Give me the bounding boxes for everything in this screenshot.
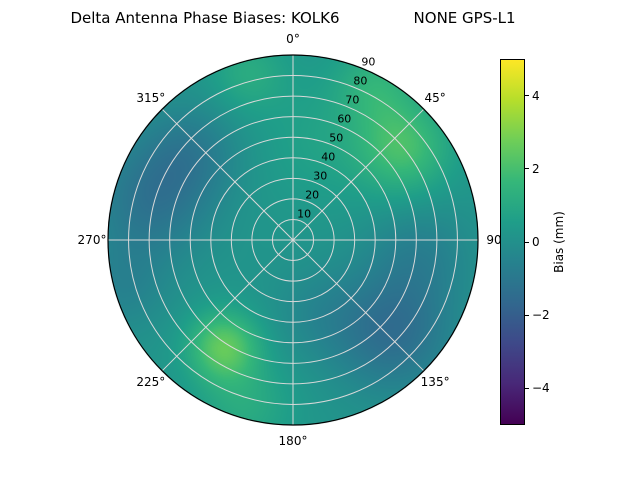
colorbar-axis-label: Bias (mm)	[552, 211, 566, 273]
polar-heatmap	[108, 55, 478, 425]
chart-title-left: Delta Antenna Phase Biases: KOLK6	[70, 9, 340, 27]
colorbar-tick	[525, 241, 529, 243]
azimuth-tick-label: 0°	[286, 32, 300, 46]
colorbar	[500, 59, 525, 425]
colorbar-tick-label: 4	[532, 88, 540, 103]
chart-title-right: NONE GPS-L1	[413, 9, 516, 27]
colorbar-tick	[525, 168, 529, 170]
colorbar-tick	[525, 95, 529, 97]
colorbar-tick-label: 2	[532, 161, 540, 176]
colorbar-tick-label: 0	[532, 235, 540, 249]
chart-title: Delta Antenna Phase Biases: KOLK6 NONE G…	[70, 9, 515, 27]
colorbar-tick	[525, 314, 529, 316]
colorbar-gradient	[501, 60, 524, 424]
colorbar-tick-label: −4	[532, 381, 550, 396]
azimuth-tick-label: 270°	[77, 233, 107, 247]
azimuth-tick-label: 180°	[278, 434, 308, 448]
colorbar-tick	[525, 387, 529, 389]
colorbar-tick-label: −2	[532, 308, 550, 323]
